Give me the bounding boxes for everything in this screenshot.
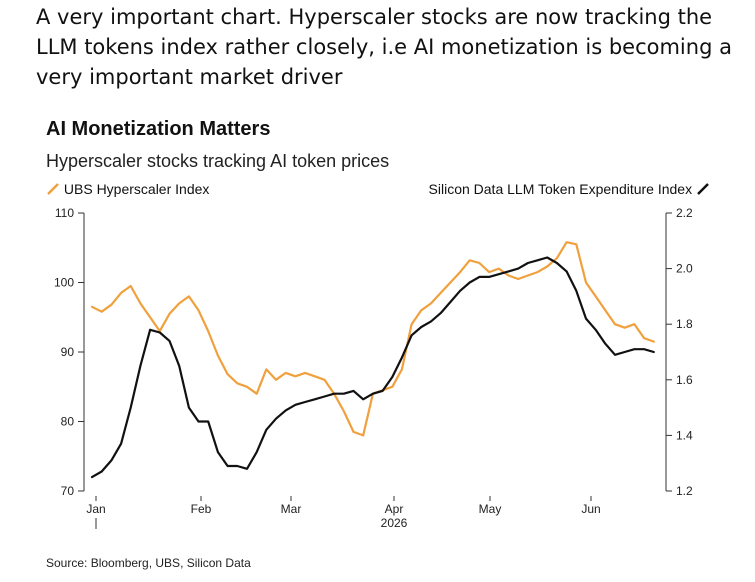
x-axis-tick-label: Jun [581,502,600,516]
legend-left: UBS Hyperscaler Index [46,181,209,197]
right-axis-tick-label: 1.2 [676,484,693,498]
right-axis-tick-label: 1.6 [676,373,693,387]
x-axis-tick-label: May [479,502,502,516]
left-axis-tick-label: 70 [61,484,75,498]
x-axis-year-label: 2026 [381,516,408,530]
series-line-llm-token-index [90,256,655,479]
right-axis-tick-label: 1.8 [676,317,693,331]
caption-text: A very important chart. Hyperscaler stoc… [36,5,732,89]
x-axis-tick-label: Mar [281,502,302,516]
right-axis-tick-label: 2.0 [676,262,693,276]
right-axis-tick-label: 1.4 [676,428,693,442]
left-axis-tick-label: 90 [61,345,75,359]
black-slash-icon [697,183,709,195]
left-axis-tick-label: 80 [61,415,75,429]
orange-slash-icon [47,183,59,195]
series-line-ubs-hyperscaler [90,241,655,437]
x-axis-tick-label: Jan [86,502,105,516]
legend-label-token-index: Silicon Data LLM Token Expenditure Index [428,181,693,197]
source-note: Source: Bloomberg, UBS, Silicon Data [46,556,251,570]
chart-subtitle: Hyperscaler stocks tracking AI token pri… [46,151,390,171]
legend-label-ubs: UBS Hyperscaler Index [63,181,210,197]
left-axis-tick-label: 110 [55,206,74,220]
x-axis-tick-label: Feb [191,502,212,516]
right-axis-tick-label: 2.2 [676,206,693,220]
x-axis-tick-label: Apr [385,502,404,516]
left-axis-tick-label: 100 [54,276,74,290]
legend-right: Silicon Data LLM Token Expenditure Index [429,181,710,197]
chart-title: AI Monetization Matters [46,118,271,140]
